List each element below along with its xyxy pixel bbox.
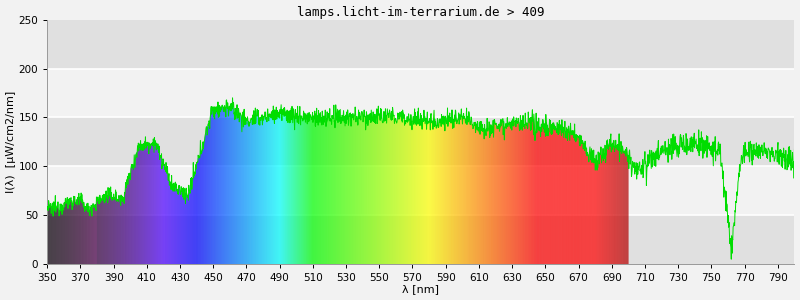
Title: lamps.licht-im-terrarium.de > 409: lamps.licht-im-terrarium.de > 409 [297, 6, 545, 19]
Bar [47, 69, 794, 117]
X-axis label: λ [nm]: λ [nm] [402, 284, 439, 294]
Bar [47, 166, 794, 215]
Y-axis label: I(λ)  [μW/cm2/nm]: I(λ) [μW/cm2/nm] [6, 91, 15, 193]
Bar [47, 20, 794, 69]
Bar [47, 117, 794, 166]
Bar [47, 215, 794, 264]
